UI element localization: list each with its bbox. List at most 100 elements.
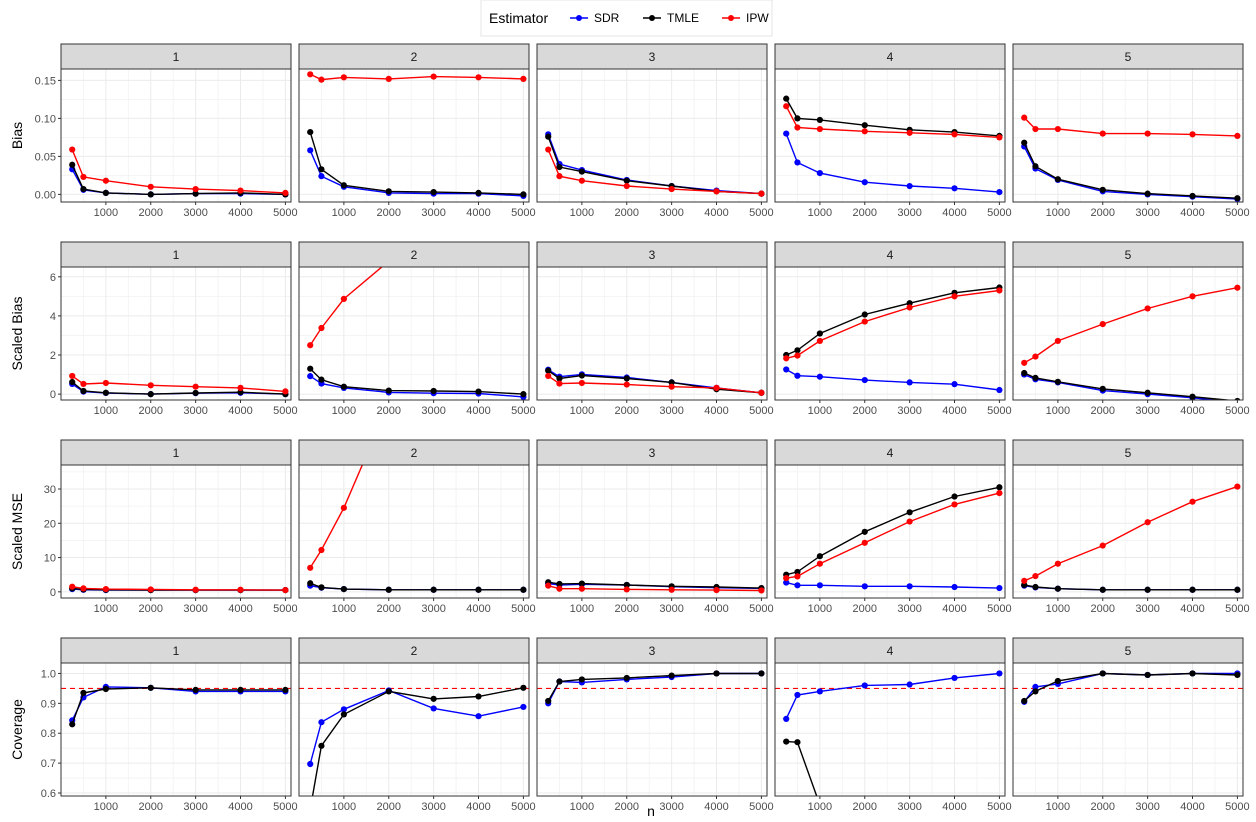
data-point-ipw	[147, 382, 154, 389]
data-point-ipw	[1032, 125, 1039, 133]
panel-r1-c2: 2 1000 2000 3000 4000 5000	[298, 43, 536, 219]
data-point-tmle	[713, 670, 720, 677]
x-tick-label: 3000	[659, 405, 683, 417]
data-point-ipw	[1189, 293, 1196, 300]
x-tick-label: 3000	[183, 801, 207, 813]
data-point-tmle	[578, 168, 585, 175]
gridlines	[537, 267, 767, 400]
data-point-tmle	[794, 739, 801, 746]
panel-r2-c2: 2 1000 2000 3000 4000 5000	[298, 241, 536, 417]
data-point-ipw	[545, 582, 552, 589]
data-point-sdr	[783, 130, 790, 137]
data-point-tmle	[318, 742, 325, 749]
data-point-tmle	[1099, 385, 1106, 392]
data-point-ipw	[556, 380, 563, 387]
data-point-tmle	[102, 389, 109, 396]
data-point-tmle	[192, 389, 199, 397]
data-point-tmle	[475, 189, 482, 196]
series-layer	[307, 71, 527, 200]
panel-background	[299, 663, 529, 796]
data-point-tmle	[1032, 688, 1039, 695]
data-point-ipw	[996, 287, 1003, 294]
data-point-tmle	[385, 688, 392, 695]
panel-background	[1013, 465, 1243, 598]
data-point-tmle	[578, 372, 585, 379]
x-tick-label: 2000	[1091, 207, 1115, 219]
data-point-tmle	[906, 300, 913, 307]
data-point-tmle	[520, 391, 527, 398]
panel-background	[299, 267, 529, 400]
data-point-ipw	[794, 352, 801, 359]
data-point-tmle	[520, 191, 527, 198]
y-tick-label: 6	[50, 272, 56, 284]
series-layer	[1021, 670, 1241, 705]
data-point-ipw	[578, 177, 585, 184]
data-point-tmle	[192, 190, 199, 197]
facet-strip	[60, 241, 292, 268]
facet-strip-label: 1	[173, 446, 180, 460]
data-point-tmle	[1234, 671, 1241, 679]
x-tick-label: 3000	[1135, 405, 1159, 417]
x-tick-label: 4000	[704, 801, 728, 813]
gridlines	[775, 69, 1005, 202]
x-tick-label: 4000	[1180, 801, 1204, 813]
x-tick-label: 3000	[1135, 207, 1159, 219]
x-axis-title: n	[647, 803, 655, 819]
data-point-sdr	[475, 713, 482, 720]
x-tick-label: 1000	[1046, 207, 1070, 219]
data-point-tmle	[668, 672, 675, 679]
data-point-sdr	[906, 182, 913, 190]
series-layer	[69, 583, 289, 594]
y-axis-title-row-2: Scaled Bias	[9, 297, 25, 371]
data-point-ipw	[951, 293, 958, 300]
x-tick-label: 5000	[987, 207, 1011, 219]
data-point-ipw	[1032, 353, 1039, 360]
data-point-sdr	[520, 703, 527, 711]
x-tick-label: 4000	[942, 405, 966, 417]
x-tick-label: 5000	[273, 405, 297, 417]
panel-background	[61, 465, 291, 598]
x-tick-label: 2000	[139, 405, 163, 417]
data-point-tmle	[430, 695, 437, 702]
y-tick-label: 0	[50, 389, 56, 401]
x-tick-label: 2000	[139, 207, 163, 219]
data-point-ipw	[861, 318, 868, 325]
data-point-ipw	[668, 185, 675, 193]
data-point-tmle	[385, 387, 392, 394]
panel-background	[1013, 267, 1243, 400]
facet-strip	[1012, 43, 1244, 70]
data-point-tmle	[282, 686, 289, 693]
facet-strip	[298, 43, 530, 70]
data-point-sdr	[861, 682, 868, 689]
x-tick-label: 4000	[704, 207, 728, 219]
facet-strip	[774, 43, 1006, 70]
data-point-tmle	[623, 177, 630, 184]
x-tick-label: 1000	[808, 207, 832, 219]
data-point-ipw	[816, 560, 823, 567]
data-point-tmle	[783, 95, 790, 102]
panel-r4-c4: 4 1000 2000 3000 4000 5000	[774, 637, 1012, 813]
data-point-ipw	[861, 128, 868, 135]
x-tick-label: 5000	[987, 801, 1011, 813]
x-tick-label: 5000	[511, 801, 535, 813]
data-point-tmle	[1189, 670, 1196, 677]
data-point-tmle	[783, 738, 790, 745]
panel-border	[298, 266, 530, 401]
data-point-ipw	[69, 372, 76, 380]
facet-strip-label: 4	[887, 446, 894, 460]
x-tick-label: 2000	[615, 405, 639, 417]
panel-background	[775, 267, 1005, 400]
panel-r2-c3: 3 1000 2000 3000 4000 5000	[536, 241, 774, 417]
data-point-ipw	[318, 546, 325, 554]
data-point-sdr	[951, 583, 958, 591]
data-point-tmle	[102, 685, 109, 693]
data-point-ipw	[340, 295, 347, 302]
data-point-ipw	[951, 131, 958, 138]
data-point-sdr	[996, 584, 1003, 592]
data-point-ipw	[906, 129, 913, 136]
legend-label-tmle: TMLE	[667, 11, 699, 25]
panel-r4-c2: 2 1000 2000 3000 4000 5000	[298, 637, 536, 813]
series-layer	[69, 146, 289, 198]
facet-strip	[60, 637, 292, 664]
data-point-ipw	[1054, 560, 1061, 567]
